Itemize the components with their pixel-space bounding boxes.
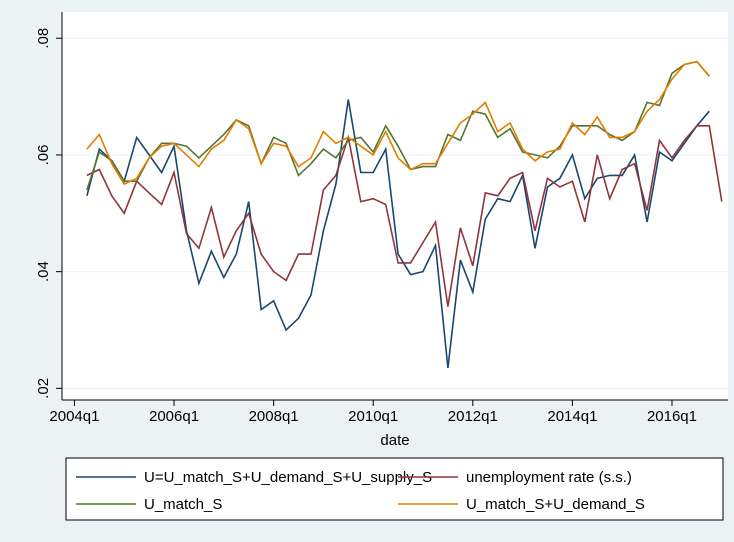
x-tick-label: 2004q1	[49, 408, 99, 425]
x-tick-label: 2008q1	[249, 408, 299, 425]
plot-area	[62, 12, 728, 400]
legend-label: U_match_S	[144, 496, 222, 513]
legend-label: U_match_S+U_demand_S	[466, 496, 645, 513]
x-axis-title: date	[380, 432, 409, 449]
legend-label: U=U_match_S+U_demand_S+U_supply_S	[144, 469, 432, 486]
line	[86, 60, 710, 186]
line	[86, 99, 710, 368]
y-tick-label: .04	[35, 261, 52, 282]
y-tick-label: .02	[35, 378, 52, 399]
y-tick-label: .08	[35, 28, 52, 49]
x-tick-label: 2006q1	[149, 408, 199, 425]
x-tick-label: 2012q1	[448, 408, 498, 425]
legend-box	[65, 457, 724, 521]
x-tick-label: 2014q1	[547, 408, 597, 425]
x-tick-label: 2010q1	[348, 408, 398, 425]
line	[86, 125, 723, 307]
x-tick-label: 2016q1	[647, 408, 697, 425]
legend-label: unemployment rate (s.s.)	[466, 469, 632, 486]
y-tick-label: .06	[35, 145, 52, 166]
